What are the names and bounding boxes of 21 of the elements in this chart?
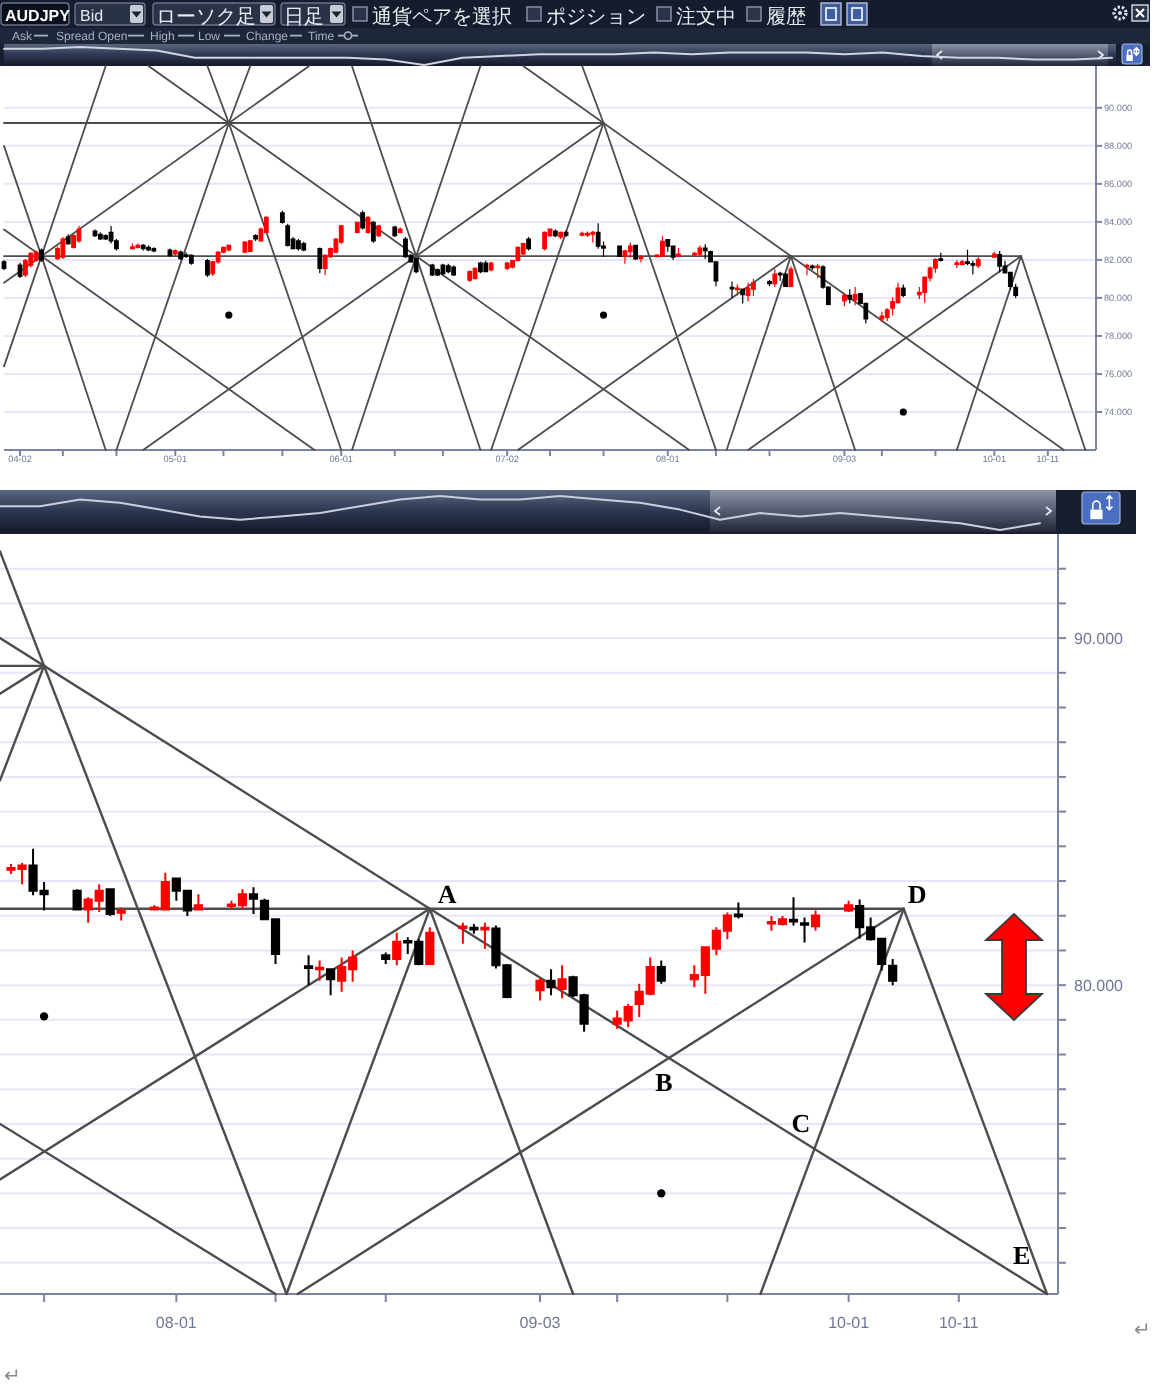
x-tick-label: 10-11 [938,1314,980,1332]
annotation: B [655,1066,674,1097]
text: 履歴 [766,7,806,29]
annotation: D [907,878,927,909]
text: 注文中 [676,5,736,29]
text: Bid [80,7,104,25]
y-tick-label: 90.000 [1074,629,1125,648]
text: ↵ [1134,1320,1151,1342]
annotation: E [1012,1240,1031,1270]
x-tick-label: 10-01 [828,1314,871,1332]
text: ポジション [546,7,646,29]
text: 日足 [284,7,324,29]
annotation: A [437,878,458,909]
x-tick-label: 09-03 [519,1314,562,1332]
text: 通貨ペアを選択 [372,5,512,29]
text: ローソク足 [156,7,256,29]
x-tick-label: 08-01 [155,1314,198,1332]
text: AUDJPY [5,7,72,25]
text: ↵ [4,1366,21,1388]
y-tick-label: 80.000 [1074,976,1125,995]
annotation: C [791,1108,811,1139]
